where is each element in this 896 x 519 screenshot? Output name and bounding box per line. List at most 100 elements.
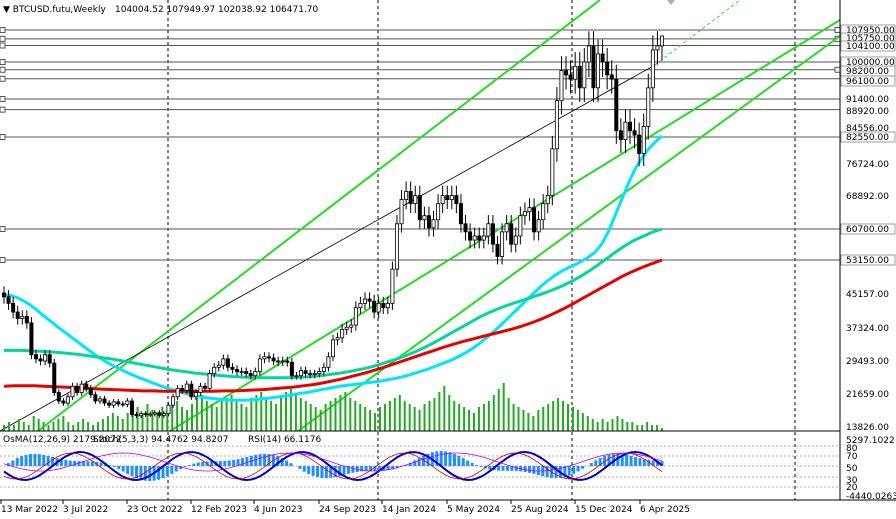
level-handle[interactable] [0,59,6,65]
osma-bar [183,466,187,467]
price-tick-label: 82550.00 [846,133,889,143]
osma-bar [417,457,421,466]
volume-bar [42,422,45,431]
osma-bar [572,466,576,474]
level-handle[interactable] [0,42,6,49]
rsi-line [3,452,663,472]
volume-bar [428,401,431,431]
candle-body [422,215,427,221]
volume-bar [299,398,302,431]
osma-bar [68,460,72,466]
candle-body [47,354,52,364]
osma-bar [554,466,558,479]
volume-bar [542,407,545,431]
volume-bar [344,392,347,431]
volume-bar [106,416,109,431]
volume-bar [161,407,164,431]
level-handle[interactable] [0,27,6,33]
osma-bar [589,462,593,466]
level-handle-right[interactable] [834,66,841,73]
level-handle-right[interactable] [834,27,841,33]
volume-bar [3,425,5,431]
osma-bar [298,466,302,469]
candle-body [29,322,34,356]
candle-body [244,371,249,375]
candle-body [285,360,290,363]
trend-channel-line[interactable] [37,0,601,432]
osma-bar [46,455,50,466]
volume-bar [319,410,322,431]
volume-bar [82,419,85,431]
candle-body [271,357,276,362]
moving-average-line [3,258,663,393]
candle-body [120,403,125,406]
candle-body [559,70,564,102]
chart-shift-marker-icon[interactable] [667,0,675,5]
osma-bar [280,458,284,466]
candle-body [655,45,660,51]
volume-bar [186,410,189,431]
candle-body [564,70,569,76]
osma-bar [342,466,346,475]
price-tick-label: 100000.00 [846,58,895,68]
candle-body [303,370,308,375]
candle-body [317,371,322,375]
volume-bar [413,407,416,431]
candle-body [381,302,386,309]
price-tick-label: 107950.00 [846,26,895,36]
moving-average-line [3,134,664,402]
level-handle[interactable] [0,75,6,82]
volume-bar [151,410,154,431]
level-handle[interactable] [0,106,6,113]
price-tick-label: 76724.00 [846,160,889,170]
osma-bar [130,466,134,477]
osma-label: OsMA(12,26,9) 2179.2072 [3,435,122,445]
trend-midline[interactable] [0,64,656,432]
level-handle[interactable] [0,226,6,232]
volume-bar [468,410,471,431]
moving-average-line [4,227,663,380]
level-handle[interactable] [0,35,6,42]
symbol-dropdown-icon[interactable]: ▼ [3,5,13,15]
level-handle[interactable] [0,134,6,140]
osma-bar [408,462,412,466]
volume-bar [101,419,104,431]
candle-body [33,354,38,360]
osma-bar [117,466,121,470]
volume-bar [487,401,490,431]
volume-bar [636,425,639,431]
volume-bar [181,407,184,431]
price-tick-label: 29493.00 [846,357,889,367]
osma-bar [629,455,633,466]
osma-bar [289,463,293,466]
osma-bar [15,458,19,466]
time-tick-label: 14 Jan 2024 [382,505,436,515]
candle-body [11,302,16,313]
level-handle[interactable] [0,66,6,73]
time-tick-label: 15 Dec 2024 [575,505,633,515]
candle-body [20,315,25,319]
osma-bar [112,466,116,468]
candle-body [129,400,134,415]
candle-body [614,78,619,132]
stoch-main-line [3,450,663,482]
candle-body [79,383,84,393]
osma-bar [497,466,501,471]
price-tag [840,223,896,235]
volume-bars [3,383,663,431]
osma-bar [311,466,315,476]
osma-bar [488,466,492,470]
volume-bar [250,398,253,431]
level-handle[interactable] [0,257,6,263]
osma-bar [444,451,448,466]
volume-bar [374,413,377,431]
osma-bar [545,466,549,478]
volume-bar [87,422,90,431]
volume-bar [27,425,30,431]
price-tick-label: 21659.00 [846,390,889,400]
volume-bar [349,398,352,431]
level-handle[interactable] [0,96,6,102]
candle-body [404,191,409,200]
candle-body [198,385,203,393]
